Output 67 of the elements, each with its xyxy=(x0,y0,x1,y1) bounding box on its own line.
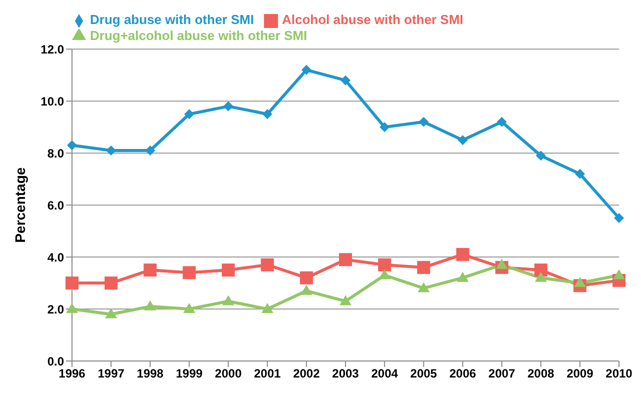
point xyxy=(223,101,234,112)
x-tick-label: 2010 xyxy=(606,366,633,381)
x-tick-label: 1999 xyxy=(176,366,203,381)
point xyxy=(300,284,312,295)
point xyxy=(536,150,546,161)
point xyxy=(66,276,78,290)
point xyxy=(458,135,468,146)
x-tick-label: 2000 xyxy=(214,366,242,381)
point xyxy=(339,253,352,266)
point xyxy=(261,303,274,314)
point xyxy=(66,303,78,314)
y-tick-label: 0.0 xyxy=(47,354,64,368)
point xyxy=(301,64,312,75)
y-tick-label: 12.0 xyxy=(40,42,64,56)
y-tick-label: 2.0 xyxy=(47,302,64,316)
point xyxy=(262,109,272,120)
point xyxy=(378,269,391,280)
y-tick-label: 4.0 xyxy=(47,250,64,264)
point xyxy=(340,295,352,306)
point xyxy=(496,116,507,127)
point xyxy=(417,260,430,274)
point xyxy=(222,295,234,306)
point xyxy=(105,308,118,318)
point xyxy=(574,168,585,179)
x-tick-label: 2008 xyxy=(528,366,555,381)
x-tick-label: 1997 xyxy=(98,366,125,381)
point xyxy=(456,248,470,261)
point xyxy=(613,269,625,280)
point xyxy=(184,109,194,120)
point xyxy=(260,258,274,272)
point xyxy=(574,277,586,288)
point xyxy=(144,264,157,277)
y-tick-label: 10.0 xyxy=(40,94,64,108)
point xyxy=(300,271,313,284)
x-tick-label: 2004 xyxy=(371,366,398,381)
x-tick-label: 2007 xyxy=(488,366,516,381)
y-tick-label: 6.0 xyxy=(47,198,64,212)
x-tick-label: 2006 xyxy=(449,366,476,381)
x-tick-label: 2001 xyxy=(254,366,282,381)
x-tick-label: 2005 xyxy=(410,366,438,381)
y-axis-title: Percentage xyxy=(12,167,28,243)
point xyxy=(378,258,392,272)
x-tick-label: 2003 xyxy=(332,366,360,381)
point xyxy=(222,264,235,277)
point xyxy=(418,116,429,127)
y-tick-label: 8.0 xyxy=(47,146,64,160)
point xyxy=(534,264,548,277)
point xyxy=(614,213,624,224)
point xyxy=(456,272,469,282)
x-tick-label: 1996 xyxy=(58,366,86,381)
legend-label: Drug+alcohol abuse with other SMI xyxy=(90,28,308,43)
point xyxy=(380,122,390,132)
x-tick-label: 2009 xyxy=(566,366,594,381)
x-tick-label: 2002 xyxy=(293,366,320,381)
legend-label: Drug abuse with other SMI xyxy=(90,12,254,27)
point xyxy=(144,300,156,310)
point xyxy=(534,272,547,282)
x-tick-label: 1998 xyxy=(136,366,164,381)
point xyxy=(418,282,430,292)
point xyxy=(182,266,196,280)
point xyxy=(340,75,350,86)
point xyxy=(145,145,156,156)
point xyxy=(183,303,196,314)
point xyxy=(67,140,77,150)
point xyxy=(104,276,118,290)
point xyxy=(496,258,508,269)
legend-label: Alcohol abuse with other SMI xyxy=(282,12,464,27)
